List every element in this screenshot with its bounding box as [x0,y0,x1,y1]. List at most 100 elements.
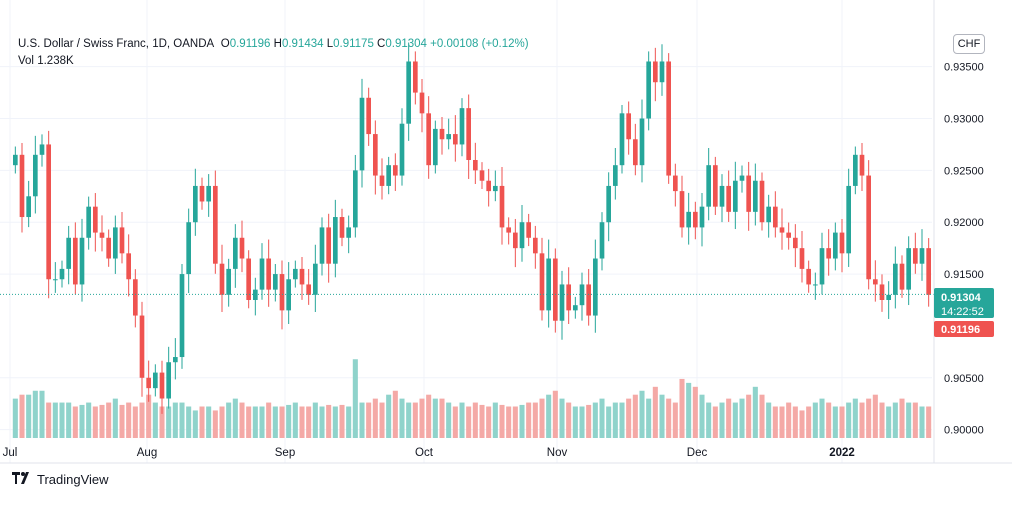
candle-body [613,165,618,186]
volume-bars [12,359,932,438]
volume-bar [752,386,758,438]
candle-body [706,165,711,207]
volume-bar [19,394,25,438]
volume-bar [552,390,558,438]
volume-bar [479,404,485,438]
volume-bar [912,402,918,438]
volume-bar [332,406,338,438]
candle-body [33,154,38,197]
volume-bar [92,406,98,438]
candle-body [519,222,525,249]
volume-bar [226,402,232,438]
candle-body [326,227,331,264]
candle-body [13,154,18,166]
candle-body [413,61,418,93]
candle-body [206,185,211,202]
candle-body [793,237,798,249]
volume-bar [892,402,898,438]
volume-bar [326,404,332,438]
volume-label: Vol [18,55,34,67]
price-scale: 0.90000 0.90500 0.91500 0.92000 0.92500 0.930… [944,62,984,437]
volume-bar [239,402,245,438]
volume-bar [39,390,45,438]
candle-body [426,113,431,166]
volume-bar [739,398,745,438]
candle-body [726,185,731,212]
currency-badge[interactable]: CHF [953,34,985,54]
volume-bar [706,402,712,438]
candle-body [873,279,878,285]
volume-bar [792,406,798,438]
volume-bar [652,386,658,438]
volume-bar [726,398,732,438]
volume-bar [632,394,638,438]
candle-body [753,180,758,212]
candle-body [659,61,665,83]
high-label: H [273,38,282,50]
candle-body [786,232,791,238]
volume-bar [686,382,692,438]
volume-bar [319,406,325,438]
candle-body [246,258,251,300]
volume-bar [459,402,465,438]
time-scale: Jul Aug Sep Oct Nov Dec 2022 [3,447,855,459]
candle-body [773,206,778,228]
volume-bar [26,394,32,438]
candle-body [133,279,138,316]
volume-bar [406,402,412,438]
volume-bar [746,394,752,438]
volume-bar [12,398,18,438]
open-value: 0.91196 [229,38,271,50]
candle-body [733,180,738,212]
candle-body [113,227,118,259]
candle-body [586,284,591,316]
candle-body [219,263,225,295]
volume-bar [32,390,38,438]
volume-bar [119,404,125,438]
volume-bar [466,406,472,438]
open-label: O [220,38,230,50]
candle-body [453,134,458,145]
volume-bar [732,402,738,438]
volume-bar [52,402,58,438]
candle-body [466,108,471,160]
volume-bar [199,406,205,438]
volume-bar [492,402,498,438]
candle-body [813,284,818,286]
volume-bar [252,406,258,438]
volume-bar [339,404,345,438]
y-tick-label: 0.93000 [944,114,984,126]
instrument-title: U.S. Dollar / Swiss Franc, 1D, OANDA [18,38,214,50]
volume-bar [266,402,272,438]
candle-body [573,305,578,311]
volume-bar [452,406,458,438]
candle-body [66,237,71,269]
volume-bar [566,402,572,438]
volume-bar [539,398,545,438]
candle-body [779,227,785,233]
candle-body [833,232,838,259]
candle-body [399,123,405,176]
volume-bar [866,398,872,438]
volume-bar [299,406,305,438]
x-tick-label: Dec [687,447,708,459]
candle-body [493,185,498,192]
volume-bar [826,402,832,438]
volume-legend: Vol 1.238K [18,53,74,70]
candle-body [393,165,398,176]
candle-body [839,232,845,254]
candle-body [59,268,65,280]
close-value: 0.91304 [385,38,427,50]
candle-body [259,258,265,290]
volume-bar [872,394,878,438]
candle-body [593,258,598,316]
candle-body [73,237,78,285]
volume-bar [639,390,645,438]
volume-bar [659,394,665,438]
x-tick-label: Jul [3,447,18,459]
volume-bar [719,402,725,438]
y-tick-label: 0.90500 [944,373,984,385]
volume-bar [559,398,565,438]
